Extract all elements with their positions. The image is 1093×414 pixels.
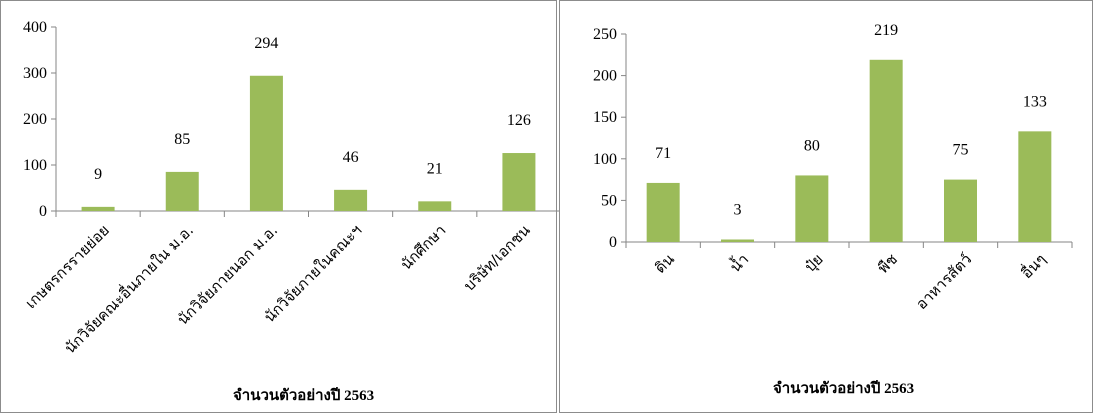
- category-label: ปุ๋ย: [801, 250, 827, 276]
- y-tick-label: 0: [39, 203, 47, 220]
- category-label: เกษตรกรรายย่อย: [22, 221, 113, 312]
- bar-left-2: [249, 75, 283, 211]
- chart-caption-left: จำนวนตัวอย่างปี 2563: [233, 388, 375, 404]
- data-label: 21: [427, 160, 443, 177]
- category-label: นักศึกษา: [397, 221, 450, 274]
- category-label: อาหารสัตว์: [912, 250, 975, 313]
- data-label: 80: [804, 137, 820, 154]
- data-label: 46: [343, 149, 359, 166]
- category-label: น้ำ: [725, 249, 752, 276]
- category-label: อื่นๆ: [1016, 249, 1049, 282]
- data-label: 294: [254, 35, 278, 52]
- chart-panel-left: 0 100 200 300 400 9 เกษตรกรรายย่อย 85 นักวิจัยคณ…: [0, 0, 562, 413]
- y-tick-label: 150: [593, 109, 617, 126]
- bar-left-5: [502, 153, 536, 211]
- data-label: 219: [874, 22, 898, 39]
- data-label: 75: [953, 142, 969, 159]
- chart-panel-right: 0 50 100 150 200 250 71 ดิน 3 น้ำ 80 ปุ๋ย 219 พืช 75 อา…: [559, 0, 1093, 413]
- y-tick-label: 250: [593, 26, 617, 43]
- bar-left-4: [418, 201, 452, 211]
- bar-left-0: [81, 206, 115, 211]
- category-label: พืช: [874, 250, 901, 277]
- bar-chart-right: 0 50 100 150 200 250 71 ดิน 3 น้ำ 80 ปุ๋ย 219 พืช 75 อา…: [593, 22, 1073, 313]
- y-tick-label: 200: [593, 68, 617, 85]
- category-label: ดิน: [651, 250, 678, 277]
- data-label: 133: [1023, 93, 1047, 110]
- y-tick-label: 0: [609, 234, 617, 251]
- bar-right-3: [869, 59, 903, 243]
- bar-right-4: [944, 179, 977, 242]
- y-tick-label: 400: [23, 19, 47, 36]
- data-label: 126: [507, 112, 531, 129]
- y-tick-label: 200: [23, 111, 47, 128]
- bar-right-2: [795, 175, 829, 242]
- y-tick-label: 300: [23, 65, 47, 82]
- bar-chart-left: 01002003004009เกษตรกรรายย่อย85นักวิจัยคณ…: [22, 19, 562, 357]
- data-label: 3: [734, 202, 742, 219]
- bar-left-3: [334, 189, 368, 211]
- bar-right-1: [721, 239, 754, 242]
- chart-caption-right: จำนวนตัวอย่างปี 2563: [773, 381, 915, 397]
- bar-left-1: [165, 171, 199, 211]
- bar-right-0: [646, 182, 680, 242]
- category-label: บริษัท/เอกชน: [460, 221, 534, 295]
- data-label: 71: [655, 145, 671, 162]
- bar-right-5: [1018, 131, 1052, 242]
- y-tick-label: 100: [23, 157, 47, 174]
- y-tick-label: 50: [601, 192, 617, 209]
- y-tick-label: 100: [593, 151, 617, 168]
- data-label: 9: [94, 166, 102, 183]
- data-label: 85: [174, 131, 190, 148]
